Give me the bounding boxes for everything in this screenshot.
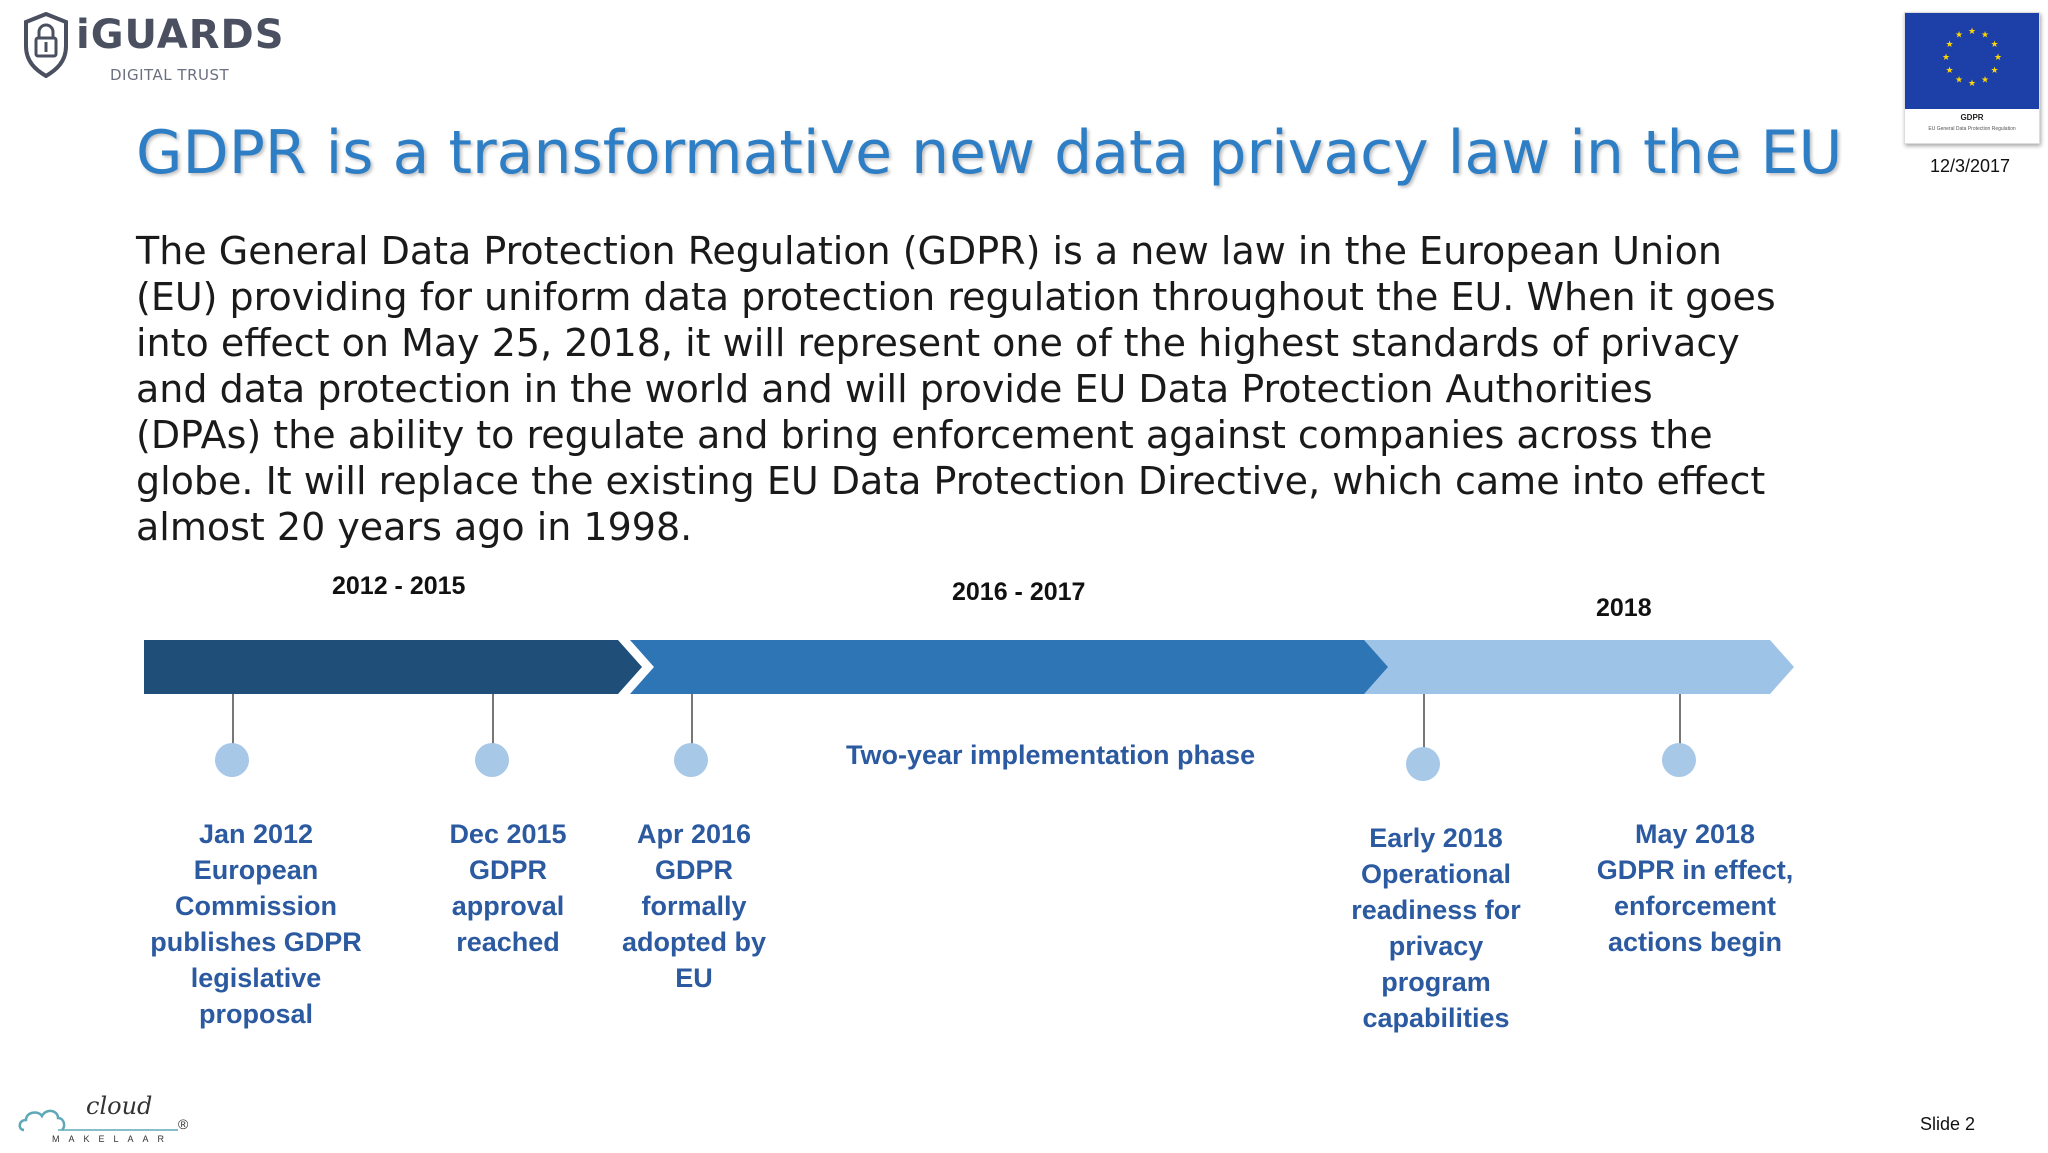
milestone-line: European [193,855,319,885]
timeline-segment-2016-2017 [630,640,1388,694]
milestone-dot [475,743,509,777]
milestone-line: readiness for [1351,895,1521,925]
milestone-line: EU [675,963,713,993]
badge-subtitle: EU General Data Protection Regulation [1928,126,2016,132]
registered-mark: ® [178,1116,189,1132]
milestone-line: privacy [1388,931,1484,961]
eu-star-icon: ★ [1968,26,1976,36]
period-label-2016-2017: 2016 - 2017 [952,578,1086,606]
milestone-line: legislative [190,963,322,993]
brand-tagline: DIGITAL TRUST [110,66,230,84]
timeline-segment-2012-2015 [144,640,642,694]
badge-title: GDPR [1960,113,1984,122]
milestone-line: Early 2018 [1369,823,1503,853]
milestone-line: actions begin [1607,927,1783,957]
eu-star-icon: ★ [1990,65,1998,75]
shield-logo-icon [24,12,68,78]
eu-star-icon: ★ [1981,75,1989,85]
cloud-logo-sub: MAKELAAR [52,1134,174,1144]
milestone-dot [1406,747,1440,781]
slide-title: GDPR is a transformative new data privac… [136,118,1843,188]
milestone-stem [1679,694,1681,746]
eu-star-icon: ★ [1981,29,1989,39]
eu-star-icon: ★ [1955,75,1963,85]
milestone-line: Commission [174,891,338,921]
milestone-apr-2016: Apr 2016 GDPR formally adopted by EU [579,816,809,996]
eu-star-icon: ★ [1990,39,1998,49]
eu-star-icon: ★ [1942,52,1950,62]
milestone-line: adopted by [621,927,766,957]
cloud-icon [18,1109,178,1132]
milestone-line: enforcement [1613,891,1777,921]
milestone-line: formally [641,891,747,921]
milestone-dot [1662,743,1696,777]
milestone-line: Operational [1360,859,1512,889]
cloud-makelaar-logo: cloud ® MAKELAAR [18,1092,198,1148]
milestone-line: GDPR in effect, [1596,855,1794,885]
period-label-2012-2015: 2012 - 2015 [332,572,466,600]
period-label-2018: 2018 [1596,594,1652,622]
slide-date: 12/3/2017 [1929,156,2011,176]
timeline-arrow [144,640,1794,694]
milestone-stem [232,694,234,746]
milestone-dec-2015: Dec 2015 GDPR approval reached [393,816,623,960]
implementation-phase-label: Two-year implementation phase [846,740,1256,770]
eu-flag-icon: ★ ★ ★ ★ ★ ★ ★ ★ ★ ★ ★ ★ [1905,13,2039,109]
milestone-line: Apr 2016 [636,819,752,849]
milestone-early-2018: Early 2018 Operational readiness for pri… [1321,820,1551,1036]
timeline-segment-2018 [1360,640,1794,694]
cloud-logo-text: cloud [86,1092,153,1120]
brand-name: iGUARDS [76,12,285,58]
milestone-line: reached [456,927,560,957]
milestone-line: GDPR [654,855,733,885]
milestone-stem [492,694,494,746]
milestone-line: Jan 2012 [198,819,314,849]
milestone-line: publishes GDPR [150,927,362,957]
milestone-stem [691,694,693,746]
milestone-line: proposal [198,999,313,1029]
eu-star-icon: ★ [1994,52,2002,62]
milestone-dot [674,743,708,777]
slide-number: Slide 2 [1920,1114,1976,1134]
milestone-jan-2012: Jan 2012 European Commission publishes G… [141,816,371,1032]
eu-star-icon: ★ [1945,65,1953,75]
milestone-dot [215,743,249,777]
milestone-line: GDPR [468,855,547,885]
body-paragraph: The General Data Protection Regulation (… [136,229,1776,549]
eu-star-icon: ★ [1945,39,1953,49]
eu-star-icon: ★ [1955,29,1963,39]
milestone-line: approval [451,891,565,921]
eu-star-icon: ★ [1968,78,1976,88]
milestone-stem [1423,694,1425,750]
milestone-line: Dec 2015 [449,819,567,849]
milestone-line: capabilities [1362,1003,1510,1033]
milestone-may-2018: May 2018 GDPR in effect, enforcement act… [1580,816,1810,960]
milestone-line: May 2018 [1634,819,1756,849]
milestone-line: program [1381,967,1491,997]
gdpr-badge: ★ ★ ★ ★ ★ ★ ★ ★ ★ ★ ★ ★ GDPR EU General Data Protec… [1904,12,2040,144]
